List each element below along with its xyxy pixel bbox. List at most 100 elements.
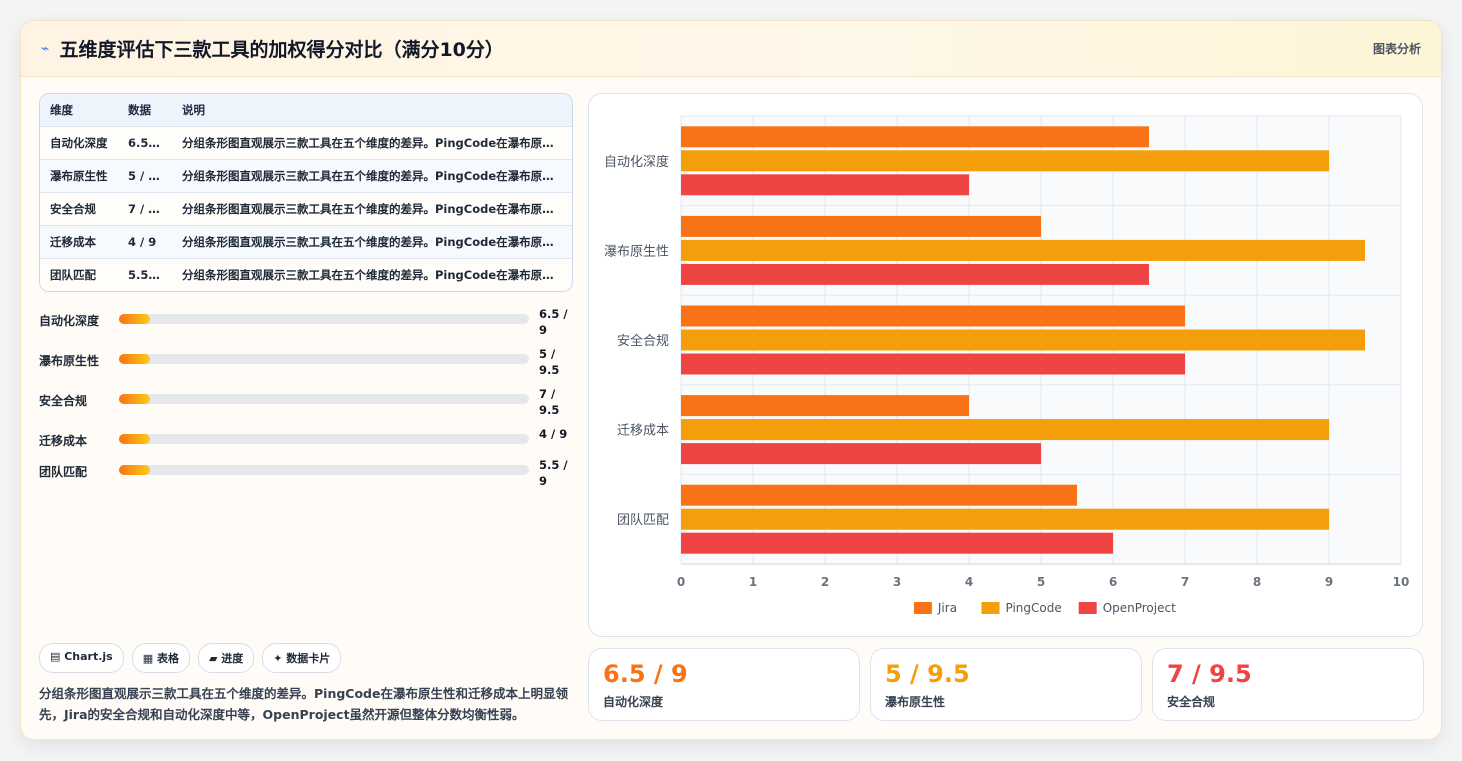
- cell-data: 6.5 / 9: [118, 125, 172, 159]
- table-row: 自动化深度 6.5 / 9 分组条形图直观展示三款工具在五个维度的差异。Ping…: [40, 125, 572, 159]
- bar-openproject: [681, 263, 1149, 285]
- x-tick-label: 0: [677, 575, 685, 589]
- progress-value: 6.5 / 9: [539, 307, 568, 337]
- cell-description: 分组条形图直观展示三款工具在五个维度的差异。PingCode在瀑布原生性和迁移成…: [172, 224, 572, 258]
- kpi-card: 6.5 / 9 自动化深度: [588, 648, 860, 721]
- progress-item: 迁移成本 4 / 9: [39, 426, 573, 449]
- legend-label: OpenProject: [1103, 601, 1176, 615]
- cell-dimension: 安全合规: [40, 191, 118, 225]
- progress-fill: [119, 434, 150, 444]
- table-row: 团队匹配 5.5 / 9 分组条形图直观展示三款工具在五个维度的差异。PingC…: [40, 257, 572, 291]
- cell-description: 分组条形图直观展示三款工具在五个维度的差异。PingCode在瀑布原生性和迁移成…: [172, 257, 572, 291]
- x-tick-label: 9: [1325, 575, 1333, 589]
- table-row: 瀑布原生性 5 / 9.5 分组条形图直观展示三款工具在五个维度的差异。Ping…: [40, 158, 572, 192]
- legend-swatch: [981, 602, 1000, 614]
- chip-table[interactable]: ▦ 表格: [131, 643, 190, 673]
- column-header-description: 说明: [172, 94, 572, 126]
- x-tick-label: 3: [893, 575, 901, 589]
- progress-list: 自动化深度 6.5 / 9 瀑布原生性 5 / 9.5 安全合规 7 / 9.5…: [39, 306, 573, 489]
- progress-label: 迁移成本: [39, 434, 88, 448]
- x-tick-label: 1: [749, 575, 757, 589]
- progress-label: 瀑布原生性: [39, 354, 100, 368]
- y-category-label: 自动化深度: [604, 154, 669, 170]
- chip-chartjs[interactable]: ▤ Chart.js: [39, 643, 124, 673]
- progress-item: 团队匹配 5.5 / 9: [39, 457, 573, 489]
- chip-progress[interactable]: ▰ 进度: [197, 643, 255, 673]
- x-tick-label: 10: [1393, 575, 1410, 589]
- column-header-dimension: 维度: [40, 94, 118, 126]
- bar-jira: [681, 395, 969, 417]
- bar-jira: [681, 484, 1077, 506]
- bar-jira: [681, 215, 1041, 237]
- view-chips: ▤ Chart.js ▦ 表格 ▰ 进度 ✦ 数据卡片: [39, 643, 342, 673]
- cell-data: 7 / 9.5: [118, 191, 172, 225]
- cell-data: 4 / 9: [118, 224, 172, 258]
- bar-openproject: [681, 174, 969, 196]
- chip-data-cards[interactable]: ✦ 数据卡片: [262, 643, 342, 673]
- progress-track: [119, 394, 529, 404]
- progress-label: 自动化深度: [39, 314, 100, 328]
- kpi-value: 7 / 9.5: [1167, 660, 1252, 688]
- bar-openproject: [681, 443, 1041, 465]
- cell-description: 分组条形图直观展示三款工具在五个维度的差异。PingCode在瀑布原生性和迁移成…: [172, 125, 572, 159]
- x-tick-label: 7: [1181, 575, 1189, 589]
- cell-dimension: 团队匹配: [40, 257, 118, 291]
- cell-dimension: 迁移成本: [40, 224, 118, 258]
- x-tick-label: 5: [1037, 575, 1045, 589]
- chart-line-icon: ⌁: [41, 40, 50, 57]
- column-header-data: 数据: [118, 94, 172, 126]
- chart-analysis-link[interactable]: 图表分析: [1372, 42, 1421, 56]
- bar-pingcode: [681, 329, 1365, 351]
- bar-pingcode: [681, 419, 1329, 441]
- kpi-row: 6.5 / 9 自动化深度 5 / 9.5 瀑布原生性 7 / 9.5 安全合规: [588, 648, 1424, 721]
- legend-swatch: [1078, 602, 1097, 614]
- kpi-caption: 瀑布原生性: [885, 695, 946, 709]
- bar-pingcode: [681, 508, 1329, 530]
- bar-openproject: [681, 532, 1113, 554]
- x-tick-label: 6: [1109, 575, 1117, 589]
- y-category-label: 安全合规: [617, 333, 669, 349]
- bar-jira: [681, 305, 1185, 327]
- progress-fill: [119, 314, 150, 324]
- progress-fill: [119, 465, 150, 475]
- bar-openproject: [681, 353, 1185, 375]
- cell-data: 5.5 / 9: [118, 257, 172, 291]
- data-table: 维度 数据 说明 自动化深度 6.5 / 9 分组条形图直观展示三款工具在五个维…: [39, 93, 573, 292]
- progress-value: 5.5 / 9: [539, 458, 568, 488]
- progress-track: [119, 354, 529, 364]
- legend-label: PingCode: [1006, 601, 1062, 615]
- cell-dimension: 瀑布原生性: [40, 158, 118, 192]
- kpi-value: 6.5 / 9: [603, 660, 688, 688]
- progress-fill: [119, 394, 150, 404]
- table-row: 迁移成本 4 / 9 分组条形图直观展示三款工具在五个维度的差异。PingCod…: [40, 224, 572, 258]
- progress-value: 7 / 9.5: [539, 387, 560, 417]
- progress-label: 安全合规: [39, 394, 88, 408]
- cell-dimension: 自动化深度: [40, 125, 118, 159]
- dashboard-card: ⌁ 五维度评估下三款工具的加权得分对比（满分10分） 图表分析 维度 数据 说明…: [20, 20, 1442, 740]
- y-category-label: 瀑布原生性: [604, 244, 669, 259]
- progress-item: 自动化深度 6.5 / 9: [39, 306, 573, 338]
- progress-value: 5 / 9.5: [539, 347, 560, 377]
- bar-pingcode: [681, 150, 1329, 172]
- legend-swatch: [913, 602, 932, 614]
- kpi-caption: 安全合规: [1167, 695, 1216, 709]
- progress-label: 团队匹配: [39, 465, 88, 479]
- cell-data: 5 / 9.5: [118, 158, 172, 192]
- kpi-card: 7 / 9.5 安全合规: [1152, 648, 1424, 721]
- progress-item: 瀑布原生性 5 / 9.5: [39, 346, 573, 378]
- progress-fill: [119, 354, 150, 364]
- y-category-label: 团队匹配: [617, 513, 669, 528]
- bar-pingcode: [681, 239, 1365, 261]
- x-tick-label: 4: [965, 575, 973, 589]
- x-tick-label: 8: [1253, 575, 1261, 589]
- summary-text: 分组条形图直观展示三款工具在五个维度的差异。PingCode在瀑布原生性和迁移成…: [39, 686, 568, 722]
- progress-item: 安全合规 7 / 9.5: [39, 386, 573, 418]
- cell-description: 分组条形图直观展示三款工具在五个维度的差异。PingCode在瀑布原生性和迁移成…: [172, 158, 572, 192]
- left-panel: 维度 数据 说明 自动化深度 6.5 / 9 分组条形图直观展示三款工具在五个维…: [39, 93, 573, 497]
- y-category-label: 迁移成本: [617, 424, 669, 439]
- x-tick-label: 2: [821, 575, 829, 589]
- kpi-card: 5 / 9.5 瀑布原生性: [870, 648, 1142, 721]
- chart-panel: 0 1 2 3 4 5 6 7 8 9 10 自动化深度 瀑布原生性 安全合规 迁移成本 团队匹配 Jira Pi…: [588, 93, 1423, 637]
- bar-jira: [681, 126, 1149, 148]
